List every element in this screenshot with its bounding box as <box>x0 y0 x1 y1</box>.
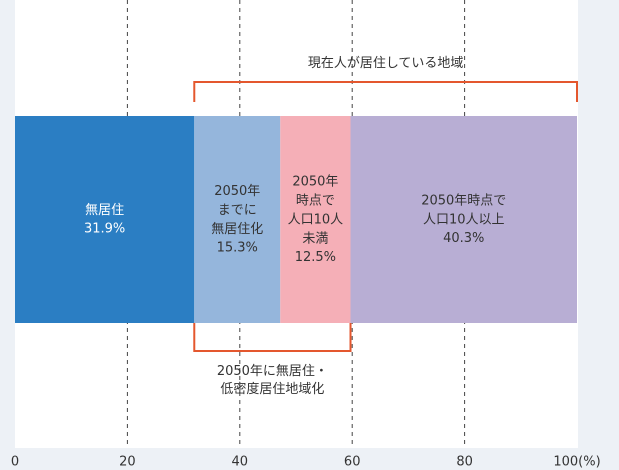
x-tick-label: 60 <box>344 455 361 470</box>
bar-segment <box>15 116 195 323</box>
bar-segment <box>194 116 281 323</box>
annotation: 現在人が居住している地域 <box>308 56 464 71</box>
segment-label: 無居住 <box>85 203 124 218</box>
value-label: 31.9% <box>84 222 125 237</box>
annotation: 2050年に無居住・低密度居住地域化 <box>217 364 328 397</box>
bracket <box>193 81 578 102</box>
x-tick-label: 20 <box>119 455 136 470</box>
segment-label: 2050年時点で人口10人以上 <box>421 193 506 227</box>
value-label: 15.3% <box>217 241 258 256</box>
x-tick-label: 0 <box>11 455 19 470</box>
value-label: 12.5% <box>295 250 336 265</box>
bar-segment <box>350 116 577 323</box>
segment-label: 2050年時点で人口10人未満 <box>288 174 344 246</box>
value-label: 40.3% <box>443 231 484 246</box>
x-tick-label: 40 <box>232 455 249 470</box>
x-tick-label: 80 <box>456 455 473 470</box>
segment-label: 2050年までに無居住化 <box>211 184 263 237</box>
bracket <box>193 323 352 352</box>
x-tick-label: 100(%) <box>553 455 600 470</box>
bar-segment <box>280 116 351 323</box>
